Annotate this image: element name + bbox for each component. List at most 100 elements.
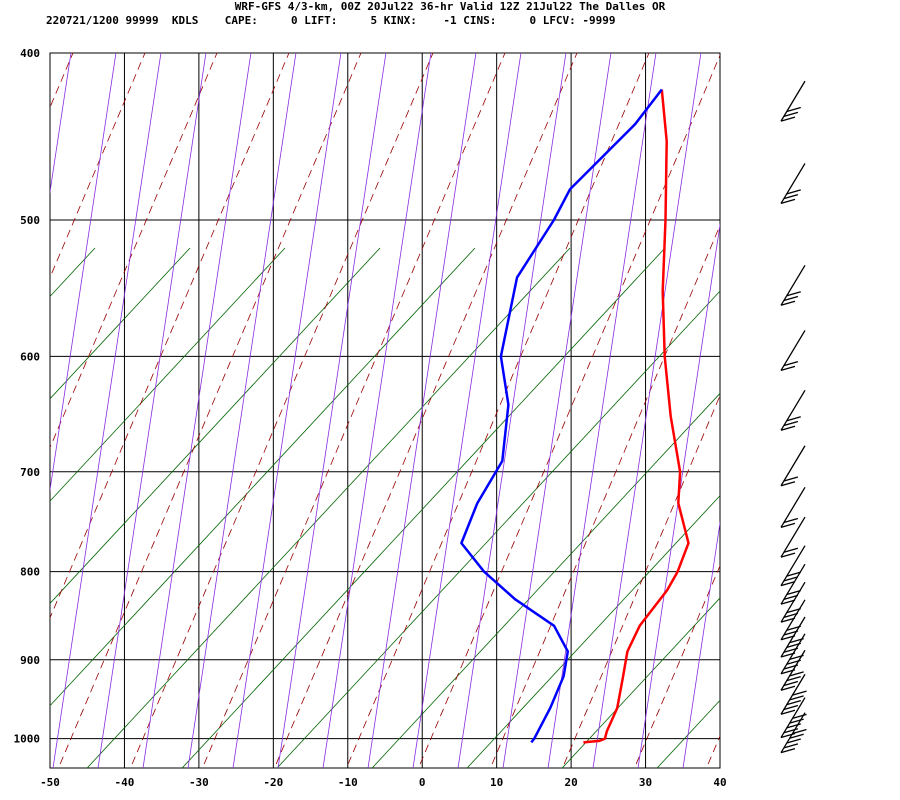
barb-flag <box>783 630 799 636</box>
barb-flag <box>789 637 804 644</box>
wind-barb <box>780 264 806 306</box>
barb-flag <box>780 198 796 205</box>
mixing-ratio-line <box>715 248 900 800</box>
barb-flag <box>780 552 796 558</box>
wind-barb <box>780 487 806 528</box>
barb-flag <box>783 111 799 117</box>
dry-adiabat-line <box>50 53 218 449</box>
moist-adiabat-line <box>412 53 522 768</box>
barb-flag <box>780 617 796 623</box>
x-tick-label: 20 <box>564 776 577 789</box>
mixing-ratio-line <box>50 247 191 400</box>
barb-flag <box>783 704 799 711</box>
y-tick-label: 500 <box>20 214 40 227</box>
barb-flag <box>780 300 796 306</box>
axis-labels: -50 -40 -30 -20 -10 0 10 20 30 40 400 500 600 700 800 9… <box>14 47 727 789</box>
temperature-trace <box>583 89 690 744</box>
mixing-ratio-line <box>50 247 476 707</box>
dry-adiabat-line <box>562 394 720 768</box>
dry-adiabat-line <box>50 53 290 619</box>
moist-adiabat-line <box>232 53 342 768</box>
sounding-traces <box>460 88 690 744</box>
barb-staff <box>780 581 806 623</box>
dry-adiabat-line <box>50 53 74 109</box>
barb-flag <box>789 718 804 724</box>
barb-flag <box>786 607 801 614</box>
barb-flag <box>786 738 801 744</box>
grid-lines <box>49 52 721 769</box>
barb-flag <box>780 652 796 658</box>
moist-adiabat-line <box>770 0 890 788</box>
y-tick-label: 900 <box>20 654 40 667</box>
barb-flag <box>789 695 804 701</box>
dry-adiabat-line <box>346 53 650 768</box>
barb-staff <box>780 80 806 122</box>
dewpoint-trace <box>460 88 663 744</box>
barb-flag <box>786 416 801 422</box>
moist-adiabat-line <box>547 53 657 768</box>
barb-flag <box>783 664 799 670</box>
barb-staff <box>780 516 806 558</box>
barb-flag <box>783 612 799 619</box>
moist-adiabat-line <box>187 53 297 768</box>
barb-flag <box>783 194 799 200</box>
barb-flag <box>786 700 801 706</box>
dry-adiabat-line <box>706 734 720 768</box>
barb-staff <box>780 389 806 431</box>
barb-flag <box>780 709 796 715</box>
barb-flag <box>780 635 796 641</box>
barb-flag <box>780 481 796 487</box>
wind-barb <box>780 545 806 587</box>
mixing-ratio-line <box>181 247 666 768</box>
barb-flag <box>780 581 796 587</box>
barb-staff <box>780 264 806 306</box>
barb-staff <box>780 545 806 587</box>
mixing-ratio-line <box>371 392 720 768</box>
mixing-ratio-line <box>656 699 720 768</box>
mixing-ratio-line <box>50 247 381 604</box>
mixing-ratio-line <box>50 247 286 502</box>
wind-barb <box>780 516 806 558</box>
mixing-ratio-line <box>50 247 96 298</box>
dry-adiabat-line <box>50 53 146 279</box>
barb-staff <box>780 599 806 641</box>
barb-flag <box>780 669 796 675</box>
y-tick-label: 600 <box>20 350 40 363</box>
x-tick-label: -40 <box>115 776 135 789</box>
barb-flag <box>792 728 807 735</box>
barb-flag <box>786 189 801 195</box>
barb-flag <box>783 420 799 427</box>
x-tick-label: -30 <box>189 776 209 789</box>
barb-staff <box>780 330 806 371</box>
dry-adiabat-line <box>58 53 362 768</box>
y-tick-label: 1000 <box>14 733 41 746</box>
mixing-ratio-line <box>561 597 720 768</box>
x-tick-label: -20 <box>263 776 283 789</box>
mixing-ratio-line <box>86 247 571 768</box>
moist-adiabat-line <box>50 53 72 195</box>
x-tick-label: -10 <box>338 776 358 789</box>
dry-adiabat-line <box>634 564 720 768</box>
barb-flag <box>783 594 799 600</box>
moist-adiabat-line <box>322 53 432 768</box>
barb-flag <box>786 571 801 577</box>
x-tick-label: 0 <box>419 776 426 789</box>
wind-barb <box>780 389 806 431</box>
barb-flag <box>783 647 799 653</box>
x-tick-label: 30 <box>639 776 652 789</box>
barb-flag <box>783 295 799 302</box>
moist-adiabat-line <box>502 53 612 768</box>
barb-flag <box>783 476 799 482</box>
x-tick-label: -50 <box>40 776 60 789</box>
barb-flag <box>780 748 796 754</box>
chart-title: WRF-GFS 4/3-km, 00Z 20Jul22 36-hr Valid … <box>234 0 666 13</box>
x-tick-label: 40 <box>713 776 726 789</box>
barb-flag <box>783 576 799 582</box>
moist-adiabat-line <box>725 0 845 788</box>
moist-adiabat-line <box>682 520 720 768</box>
barb-flag <box>783 547 799 553</box>
y-tick-label: 700 <box>20 466 40 479</box>
sounding-info: 220721/1200 99999 KDLS CAPE: 0 LIFT: 5 K… <box>46 14 616 27</box>
moist-adiabat-line <box>367 53 477 768</box>
